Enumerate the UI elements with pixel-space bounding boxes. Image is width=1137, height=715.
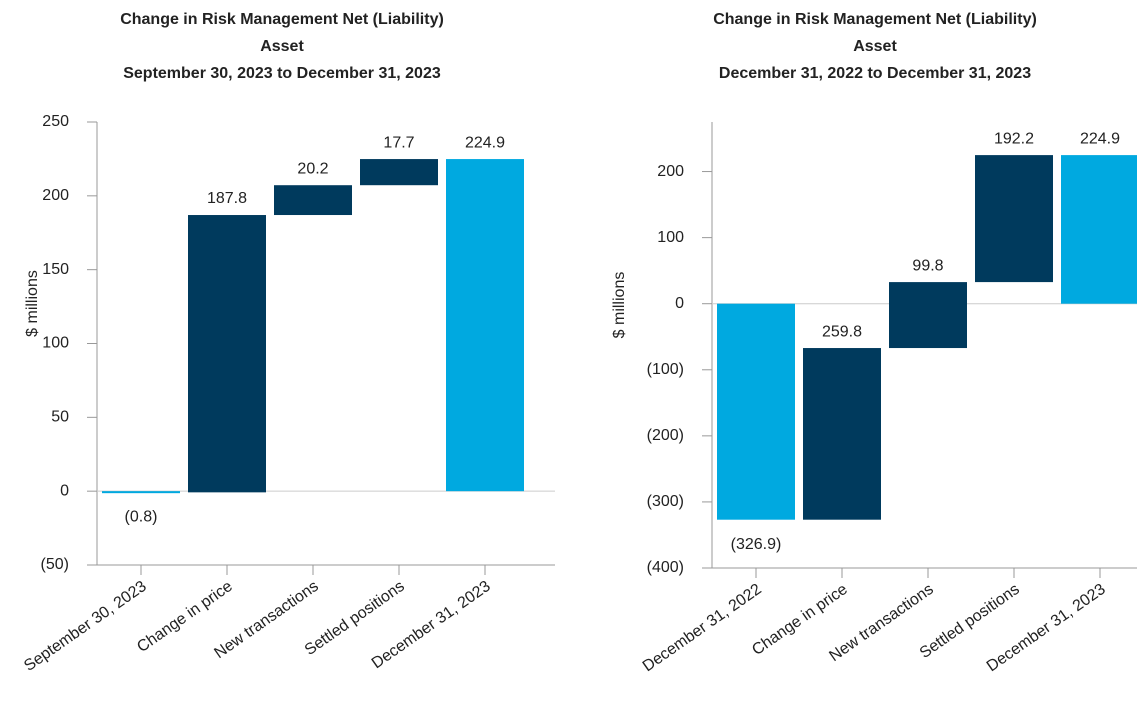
data-label: 224.9 [465,134,505,151]
chart-title: September 30, 2023 to December 31, 2023 [123,65,441,82]
y-tick-label: 150 [42,261,69,278]
x-tick-label: September 30, 2023 [21,578,150,675]
bar [274,185,352,216]
chart-title: December 31, 2022 to December 31, 2023 [719,65,1031,82]
y-tick-label: (100) [647,361,684,378]
data-label: 99.8 [912,257,943,274]
y-tick-label: 0 [60,482,69,499]
data-label: 192.2 [994,130,1034,147]
chart-title: Change in Risk Management Net (Liability… [120,11,444,28]
y-axis-label: $ millions [611,272,628,339]
bar [717,303,795,520]
bar [102,491,180,494]
chart-title: Asset [853,38,897,55]
data-label: 187.8 [207,190,247,207]
data-label: (0.8) [125,509,158,526]
x-tick-label: December 31, 2022 [640,581,765,676]
y-tick-label: (50) [41,556,69,573]
y-tick-label: 200 [657,163,684,180]
y-tick-label: 200 [42,187,69,204]
data-label: 259.8 [822,323,862,340]
bar [975,155,1053,283]
y-tick-label: (200) [647,427,684,444]
bar [188,215,266,493]
bar [360,159,438,186]
bar [446,159,524,492]
y-tick-label: 100 [42,335,69,352]
y-tick-label: (300) [647,493,684,510]
data-label: (326.9) [731,536,782,553]
y-axis-label: $ millions [24,270,41,337]
bar [1061,155,1137,304]
chart-title: Change in Risk Management Net (Liability… [713,11,1037,28]
y-tick-label: (400) [647,559,684,576]
y-tick-label: 100 [657,229,684,246]
data-label: 17.7 [383,134,414,151]
data-label: 20.2 [297,160,328,177]
chart-title: Asset [260,38,304,55]
y-tick-label: 50 [51,409,69,426]
bar [889,282,967,349]
y-tick-label: 0 [675,295,684,312]
bar [803,348,881,520]
y-tick-label: 250 [42,113,69,130]
data-label: 224.9 [1080,130,1120,147]
